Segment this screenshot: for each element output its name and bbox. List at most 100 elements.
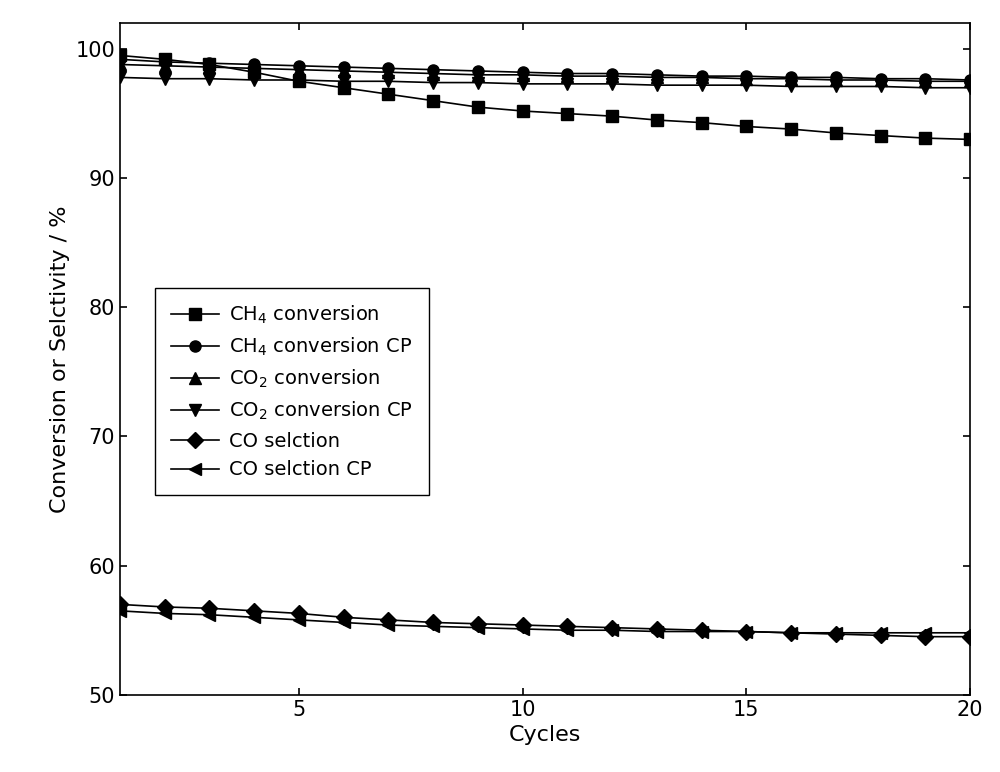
CO selction CP	[696, 627, 708, 636]
CH$_4$ conversion CP	[964, 76, 976, 85]
Y-axis label: Conversion or Selctivity / %: Conversion or Selctivity / %	[50, 205, 70, 513]
CO$_2$ conversion	[561, 72, 573, 81]
CO selction	[606, 623, 618, 632]
CO$_2$ conversion	[919, 76, 931, 86]
CO$_2$ conversion CP	[696, 80, 708, 90]
CO$_2$ conversion CP	[651, 80, 663, 90]
CO selction	[472, 619, 484, 628]
CO selction CP	[830, 628, 842, 638]
CO selction CP	[561, 625, 573, 635]
CH$_4$ conversion CP	[382, 64, 394, 73]
CO selction	[248, 606, 260, 615]
CH$_4$ conversion	[696, 118, 708, 127]
CH$_4$ conversion	[382, 90, 394, 99]
CO selction	[338, 613, 350, 622]
Line: CH$_4$ conversion: CH$_4$ conversion	[114, 50, 976, 145]
CO$_2$ conversion	[382, 68, 394, 77]
CO$_2$ conversion	[248, 64, 260, 73]
CO selction CP	[875, 628, 887, 638]
CO selction CP	[606, 625, 618, 635]
CO selction	[114, 600, 126, 609]
CO$_2$ conversion CP	[248, 76, 260, 85]
CO$_2$ conversion	[964, 76, 976, 86]
CO$_2$ conversion CP	[517, 80, 529, 89]
CO$_2$ conversion	[159, 61, 171, 70]
Line: CO selction: CO selction	[114, 599, 976, 642]
CO$_2$ conversion	[293, 65, 305, 74]
CH$_4$ conversion CP	[606, 69, 618, 78]
CO selction CP	[427, 621, 439, 631]
CO selction	[919, 632, 931, 642]
CO$_2$ conversion	[785, 74, 797, 83]
CO selction CP	[114, 606, 126, 615]
CO$_2$ conversion	[338, 66, 350, 76]
CO selction CP	[785, 628, 797, 638]
CO selction CP	[203, 610, 215, 619]
CH$_4$ conversion	[203, 60, 215, 69]
Line: CO$_2$ conversion CP: CO$_2$ conversion CP	[114, 72, 976, 93]
CO$_2$ conversion	[875, 76, 887, 85]
CH$_4$ conversion	[427, 96, 439, 105]
CH$_4$ conversion	[248, 68, 260, 77]
CH$_4$ conversion	[159, 55, 171, 64]
CO selction CP	[382, 621, 394, 630]
CH$_4$ conversion CP	[114, 55, 126, 64]
CH$_4$ conversion CP	[740, 72, 752, 81]
CO selction CP	[338, 618, 350, 627]
CO selction CP	[293, 615, 305, 625]
CH$_4$ conversion CP	[203, 59, 215, 68]
CH$_4$ conversion CP	[293, 61, 305, 70]
CH$_4$ conversion CP	[338, 63, 350, 72]
CO$_2$ conversion CP	[919, 83, 931, 93]
CO$_2$ conversion CP	[740, 80, 752, 90]
CO selction	[875, 631, 887, 640]
CO selction	[203, 604, 215, 613]
CO selction	[561, 621, 573, 631]
CO$_2$ conversion CP	[606, 80, 618, 89]
CO selction	[785, 628, 797, 638]
CO$_2$ conversion CP	[875, 82, 887, 91]
CH$_4$ conversion CP	[919, 74, 931, 83]
CO$_2$ conversion CP	[114, 73, 126, 82]
CO$_2$ conversion CP	[472, 78, 484, 87]
CH$_4$ conversion CP	[472, 66, 484, 76]
CO selction	[517, 621, 529, 630]
CO$_2$ conversion CP	[203, 74, 215, 83]
CO selction	[651, 625, 663, 634]
CO$_2$ conversion	[740, 74, 752, 83]
CO$_2$ conversion	[114, 60, 126, 69]
CH$_4$ conversion CP	[875, 74, 887, 83]
CO$_2$ conversion	[517, 70, 529, 80]
CH$_4$ conversion CP	[159, 57, 171, 66]
CO$_2$ conversion CP	[830, 82, 842, 91]
CO selction CP	[919, 628, 931, 638]
CO selction CP	[740, 627, 752, 636]
CO$_2$ conversion CP	[293, 76, 305, 85]
CO selction	[159, 602, 171, 611]
CO selction	[382, 615, 394, 625]
CO$_2$ conversion	[651, 73, 663, 82]
CH$_4$ conversion	[875, 131, 887, 141]
CH$_4$ conversion	[651, 115, 663, 124]
CH$_4$ conversion	[114, 51, 126, 60]
CO$_2$ conversion CP	[964, 83, 976, 93]
CO selction CP	[517, 625, 529, 634]
CH$_4$ conversion CP	[785, 73, 797, 82]
CO$_2$ conversion CP	[338, 76, 350, 86]
CH$_4$ conversion	[338, 83, 350, 93]
CH$_4$ conversion CP	[561, 69, 573, 78]
CH$_4$ conversion	[830, 128, 842, 137]
Line: CH$_4$ conversion CP: CH$_4$ conversion CP	[114, 54, 976, 86]
Line: CO selction CP: CO selction CP	[114, 605, 976, 638]
CH$_4$ conversion CP	[696, 72, 708, 81]
CH$_4$ conversion CP	[830, 73, 842, 82]
CH$_4$ conversion CP	[248, 60, 260, 69]
CO selction CP	[159, 609, 171, 618]
CO$_2$ conversion	[203, 63, 215, 72]
CO selction	[964, 632, 976, 642]
CO$_2$ conversion	[606, 72, 618, 81]
CH$_4$ conversion	[472, 103, 484, 112]
CH$_4$ conversion	[919, 134, 931, 143]
CO selction CP	[472, 623, 484, 632]
CO selction	[427, 618, 439, 627]
